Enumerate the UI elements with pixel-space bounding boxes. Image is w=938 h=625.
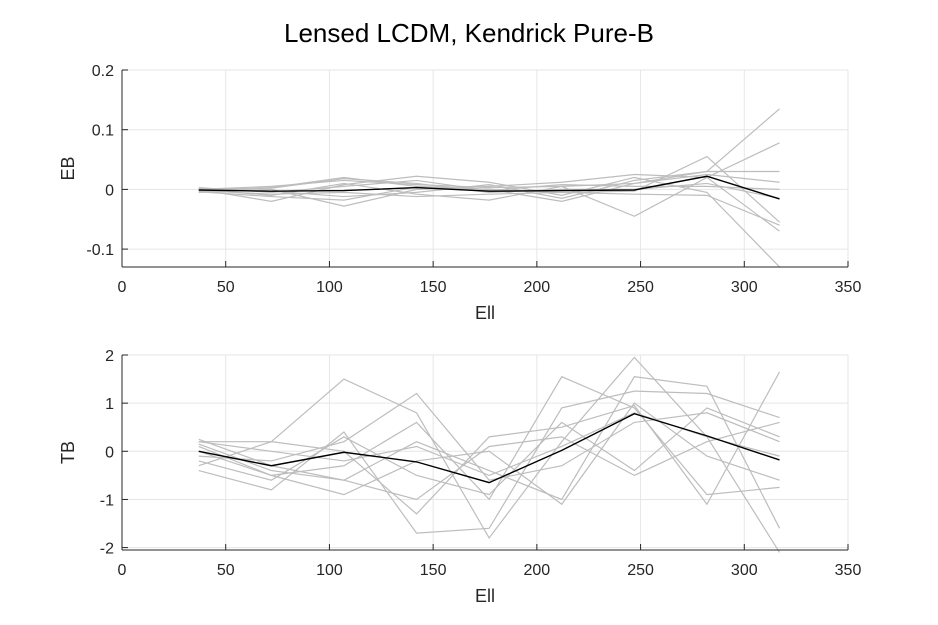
x-tick-label: 50 (217, 279, 235, 296)
realization-line (198, 371, 781, 515)
x-tick-label: 100 (316, 279, 343, 296)
y-axis-label: EB (58, 156, 78, 180)
tb-panel: 0 50 100 150 200 250 300 350 -2 -1 0 1 2 Ell TB (58, 348, 861, 606)
mean-line (198, 175, 780, 200)
realization-line (198, 421, 780, 501)
x-tick-label: 100 (316, 562, 343, 579)
realization-line (198, 175, 780, 268)
x-tick-label: 200 (524, 562, 551, 579)
x-tick-label: 350 (835, 279, 862, 296)
x-tick-label: 50 (217, 562, 235, 579)
chart-title: Lensed LCDM, Kendrick Pure-B (284, 18, 654, 48)
x-tick-label: 300 (731, 562, 758, 579)
x-tick-label: 250 (627, 562, 654, 579)
realization-line (198, 402, 780, 506)
x-tick-label: 150 (420, 279, 447, 296)
y-tick-label: 0 (105, 444, 114, 461)
x-tick-label: 150 (420, 562, 447, 579)
x-tick-label: 0 (118, 562, 127, 579)
y-tick-label: 2 (105, 348, 114, 365)
x-axis-label: Ell (475, 586, 495, 606)
y-tick-label: -0.1 (86, 242, 114, 259)
realization-line (198, 189, 780, 226)
realization-line (198, 142, 780, 207)
x-tick-label: 300 (731, 279, 758, 296)
mean-line (198, 412, 780, 484)
realization-line (198, 173, 780, 202)
x-tick-label: 350 (835, 562, 862, 579)
x-tick-label: 200 (524, 279, 551, 296)
x-tick-label: 250 (627, 279, 654, 296)
y-tick-label: 1 (105, 396, 114, 413)
y-tick-label: -2 (100, 541, 114, 558)
realization-line (198, 390, 780, 534)
y-axis-label: TB (58, 441, 78, 464)
realization-line (198, 375, 780, 501)
eb-panel: 0 50 100 150 200 250 300 350 -0.1 0 0.1 0.2 Ell EB (58, 63, 861, 323)
y-tick-label: 0.2 (92, 63, 114, 80)
y-tick-label: -1 (100, 492, 114, 509)
y-tick-label: 0 (105, 182, 114, 199)
realization-line (198, 178, 780, 199)
x-tick-label: 0 (118, 279, 127, 296)
x-axis-label: Ell (475, 303, 495, 323)
y-tick-label: 0.1 (92, 123, 114, 140)
realization-line (198, 356, 781, 553)
